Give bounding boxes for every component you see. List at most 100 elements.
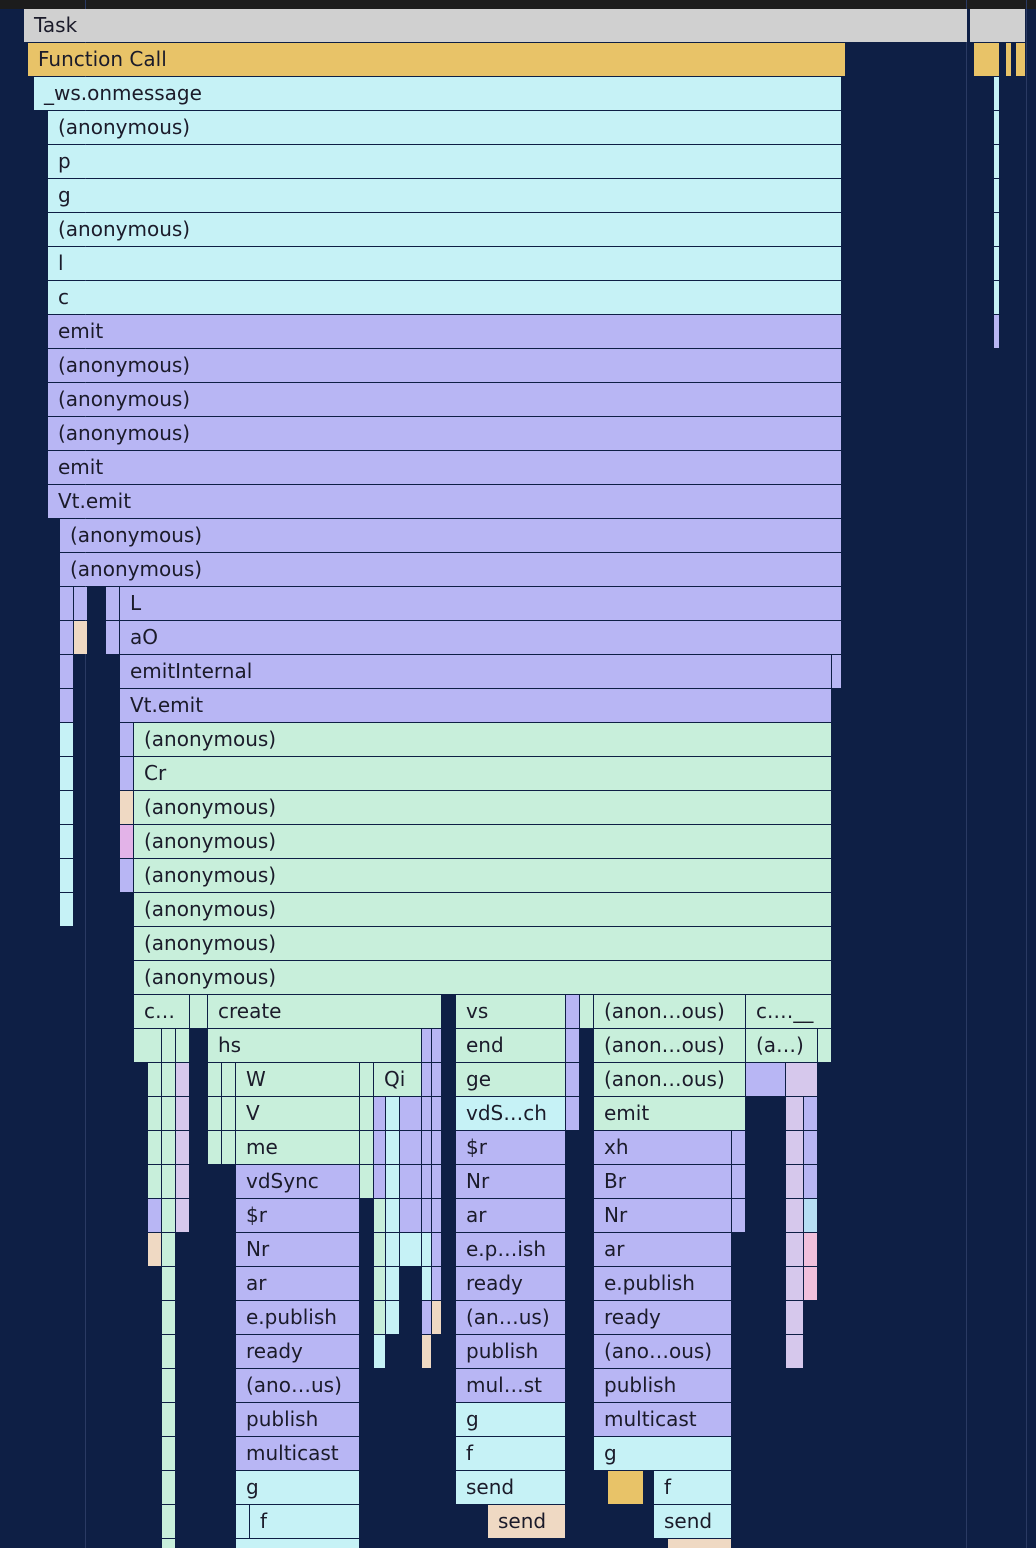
flame-frame[interactable]: g: [594, 1437, 732, 1470]
flame-frame[interactable]: [786, 1233, 804, 1266]
flame-frame[interactable]: mul…st: [456, 1369, 566, 1402]
flame-frame[interactable]: [190, 995, 208, 1028]
flame-frame[interactable]: publish: [236, 1403, 360, 1436]
flame-frame[interactable]: [222, 1131, 236, 1164]
flame-frame[interactable]: [386, 1267, 400, 1300]
flame-frame[interactable]: Nr: [236, 1233, 360, 1266]
flame-frame[interactable]: [422, 1131, 432, 1164]
flame-frame[interactable]: [786, 1097, 804, 1130]
flame-frame[interactable]: [994, 77, 1000, 110]
flame-frame[interactable]: (anonymous): [134, 927, 832, 960]
flame-frame[interactable]: [386, 1097, 400, 1130]
flame-frame[interactable]: [60, 621, 74, 654]
flame-frame[interactable]: [120, 757, 134, 790]
flame-frame[interactable]: [804, 1165, 818, 1198]
flame-frame[interactable]: (ano…ous): [594, 1335, 732, 1368]
flame-frame[interactable]: [1016, 43, 1026, 76]
flame-frame[interactable]: [60, 757, 74, 790]
flame-frame[interactable]: [148, 1131, 162, 1164]
flame-frame[interactable]: ready: [456, 1267, 566, 1300]
flame-frame[interactable]: [60, 859, 74, 892]
flame-frame[interactable]: [432, 1301, 442, 1334]
flame-frame[interactable]: multicast: [594, 1403, 732, 1436]
flame-frame[interactable]: [732, 1131, 746, 1164]
flame-frame[interactable]: Vt.emit: [48, 485, 842, 518]
flame-frame[interactable]: [400, 1233, 422, 1266]
flame-frame[interactable]: c…: [134, 995, 190, 1028]
flame-frame[interactable]: [120, 723, 134, 756]
flame-frame[interactable]: Nr: [456, 1165, 566, 1198]
flame-frame[interactable]: aO: [120, 621, 842, 654]
flame-frame[interactable]: [432, 1267, 442, 1300]
flame-frame[interactable]: ar: [236, 1267, 360, 1300]
flame-frame[interactable]: [162, 1505, 176, 1538]
flame-frame[interactable]: emit: [594, 1097, 746, 1130]
flame-frame[interactable]: [374, 1335, 386, 1368]
flame-frame[interactable]: (anonymous): [134, 791, 832, 824]
flame-frame[interactable]: (anonymous): [48, 111, 842, 144]
flame-frame[interactable]: e.publish: [236, 1301, 360, 1334]
flame-frame[interactable]: (anonymous): [134, 859, 832, 892]
flame-frame[interactable]: (anon…ous): [594, 1029, 746, 1062]
flame-frame[interactable]: [162, 1233, 176, 1266]
flame-frame[interactable]: [148, 1097, 162, 1130]
flame-frame[interactable]: [60, 655, 74, 688]
flame-frame[interactable]: [994, 281, 1000, 314]
flame-frame[interactable]: emitInternal: [120, 655, 832, 688]
flame-frame[interactable]: [432, 1199, 442, 1232]
flame-frame[interactable]: [804, 1233, 818, 1266]
flame-frame[interactable]: [374, 1199, 386, 1232]
flame-frame[interactable]: [994, 315, 1000, 348]
flame-frame[interactable]: end: [456, 1029, 566, 1062]
flame-frame[interactable]: [162, 1199, 176, 1232]
flame-frame[interactable]: [970, 9, 1026, 42]
flame-frame[interactable]: [162, 1301, 176, 1334]
flame-frame[interactable]: (anon…ous): [594, 1063, 746, 1096]
flame-frame[interactable]: [786, 1301, 804, 1334]
flame-frame[interactable]: Vt.emit: [120, 689, 832, 722]
flame-frame[interactable]: [432, 1063, 442, 1096]
flame-frame[interactable]: me: [236, 1131, 360, 1164]
flame-frame[interactable]: [804, 1131, 818, 1164]
flame-frame[interactable]: [432, 1131, 442, 1164]
flame-frame[interactable]: [400, 1097, 422, 1130]
flame-frame[interactable]: L: [120, 587, 842, 620]
flame-frame[interactable]: [804, 1267, 818, 1300]
flame-frame[interactable]: [74, 621, 88, 654]
flame-frame[interactable]: [176, 1063, 190, 1096]
flame-frame[interactable]: [974, 43, 1000, 76]
flame-frame[interactable]: [360, 1165, 374, 1198]
flame-frame[interactable]: [608, 1471, 644, 1504]
flame-frame[interactable]: [120, 825, 134, 858]
flame-frame[interactable]: (an…us): [456, 1301, 566, 1334]
flame-frame[interactable]: f: [654, 1471, 732, 1504]
flame-frame[interactable]: [386, 1301, 400, 1334]
flame-frame[interactable]: [786, 1063, 818, 1096]
flame-frame[interactable]: [1006, 43, 1012, 76]
flame-frame[interactable]: [176, 1165, 190, 1198]
flame-frame[interactable]: emit: [48, 451, 842, 484]
flame-frame[interactable]: [60, 587, 74, 620]
flame-frame[interactable]: c: [48, 281, 842, 314]
flame-frame[interactable]: [566, 1063, 580, 1096]
flame-frame[interactable]: ge: [456, 1063, 566, 1096]
flame-frame[interactable]: Function Call: [28, 43, 846, 76]
flame-frame[interactable]: [786, 1131, 804, 1164]
flame-frame[interactable]: (anonymous): [48, 213, 842, 246]
flame-frame[interactable]: [74, 587, 88, 620]
flame-frame[interactable]: [236, 1505, 250, 1538]
flame-frame[interactable]: [400, 1165, 422, 1198]
flame-frame[interactable]: [386, 1199, 400, 1232]
flame-frame[interactable]: [422, 1063, 432, 1096]
flame-frame[interactable]: send: [488, 1505, 566, 1538]
flame-frame[interactable]: [120, 859, 134, 892]
flame-frame[interactable]: [786, 1335, 804, 1368]
flame-frame[interactable]: [374, 1233, 386, 1266]
flame-frame[interactable]: [106, 587, 120, 620]
flame-frame[interactable]: [60, 791, 74, 824]
flame-frame[interactable]: [732, 1199, 746, 1232]
flame-frame[interactable]: send: [456, 1471, 566, 1504]
flame-frame[interactable]: $r: [236, 1199, 360, 1232]
flame-frame[interactable]: g: [236, 1471, 360, 1504]
